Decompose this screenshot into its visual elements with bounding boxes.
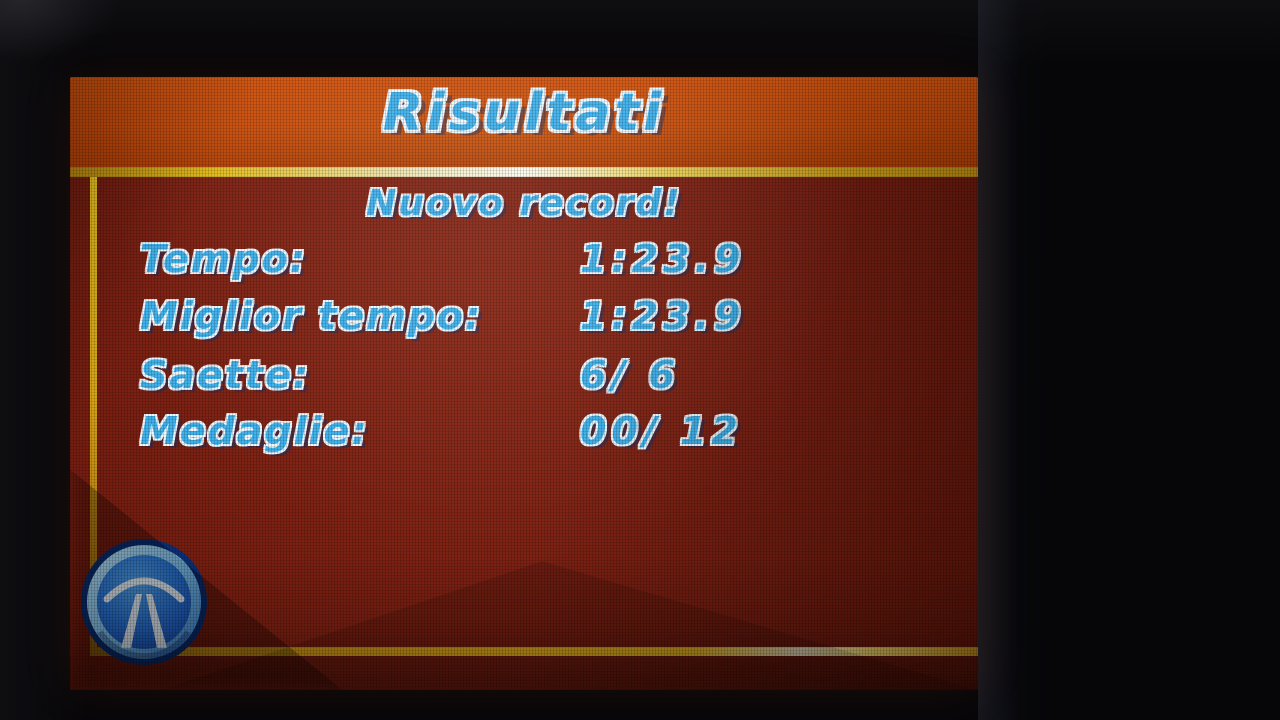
bottom-border-line [90,647,978,656]
page-title: Risultati [382,83,666,143]
continue-badge-button[interactable] [78,536,210,668]
stat-label: Saette: [140,353,311,397]
bezel-reflection [978,0,1048,720]
stat-value: 1:23.9 [580,294,746,338]
stat-value: 1:23.9 [580,237,746,281]
stat-value: 00/ 12 [580,409,743,453]
stat-label: Miglior tempo: [140,294,483,338]
stat-value: 6/ 6 [580,353,680,397]
new-record-banner: Nuovo record! [366,183,682,224]
game-screen: Risultati Nuovo record! Tempo: 1:23.9 Mi… [70,77,978,690]
header-separator-line [70,167,978,177]
stat-row-tempo: Tempo: 1:23.9 [70,237,978,287]
stat-label: Medaglie: [140,409,369,453]
bezel-highlight [0,0,120,60]
left-border-line [90,177,97,655]
header-bar: Risultati [70,77,978,167]
motorway-icon [78,536,210,668]
stat-row-medaglie: Medaglie: 00/ 12 [70,409,978,459]
stat-label: Tempo: [140,237,307,281]
stat-row-miglior-tempo: Miglior tempo: 1:23.9 [70,294,978,344]
stat-row-saette: Saette: 6/ 6 [70,353,978,403]
